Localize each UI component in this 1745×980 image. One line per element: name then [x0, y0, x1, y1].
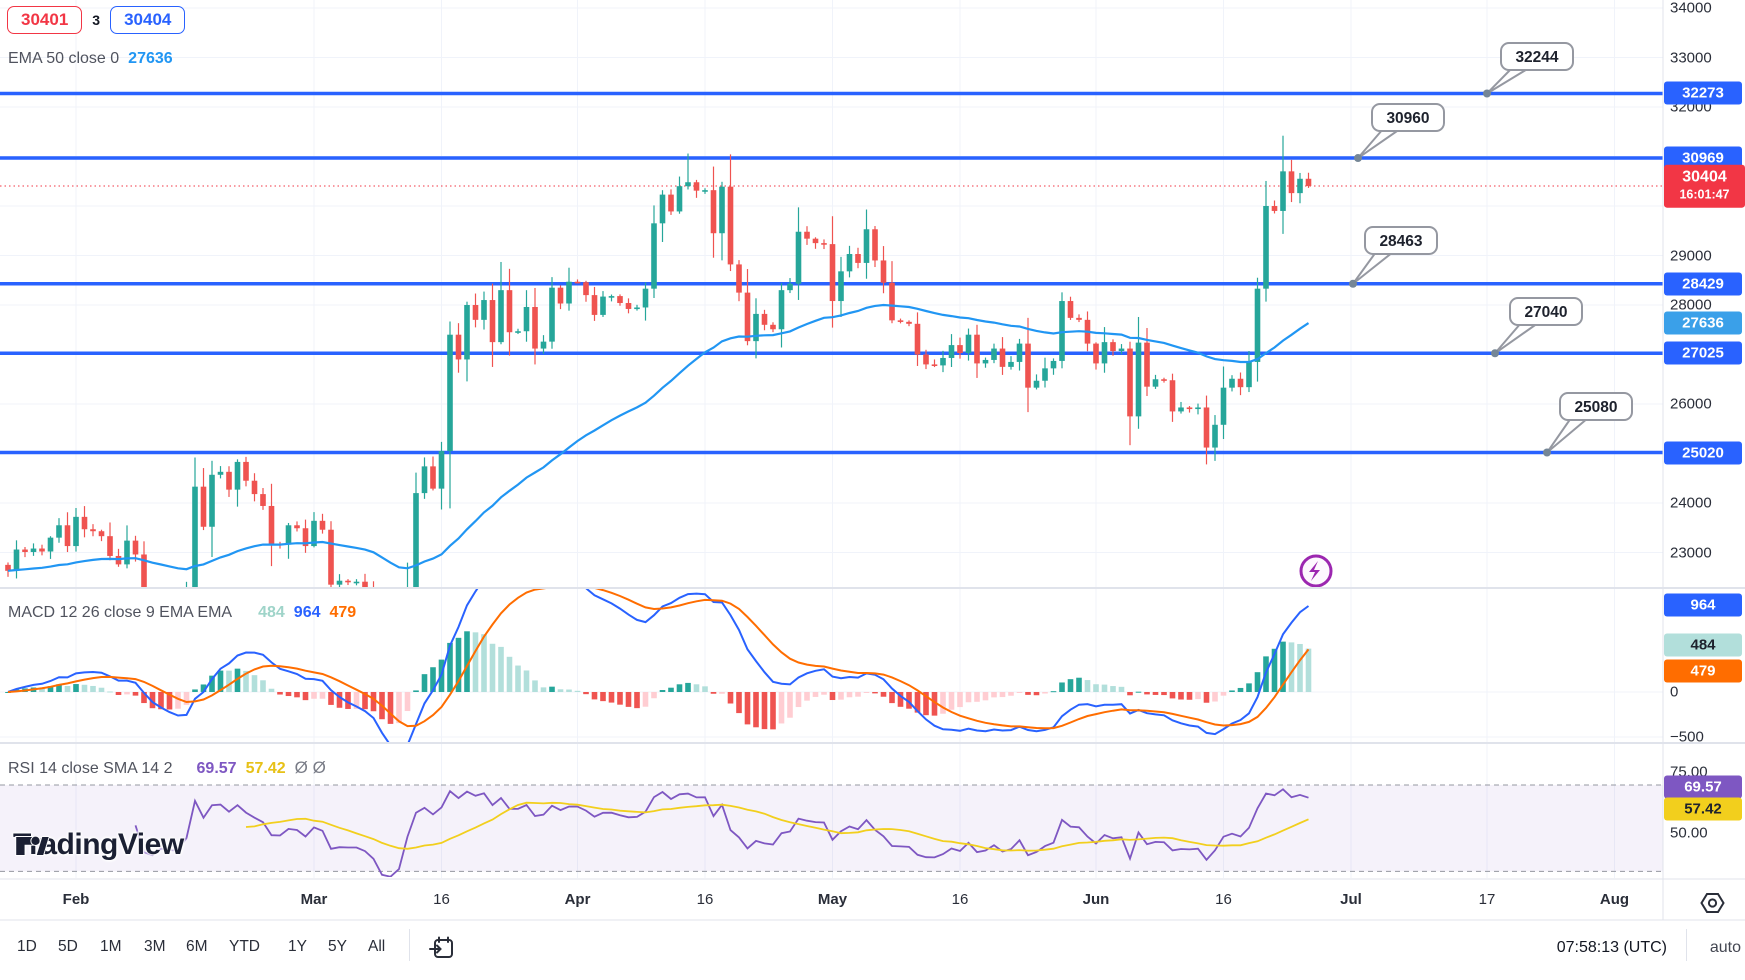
- level-price-label[interactable]: 27025: [1664, 341, 1742, 365]
- ema-legend[interactable]: EMA 50 close 0 27636: [8, 50, 173, 68]
- price-scale-label: 24000: [1670, 494, 1712, 512]
- toolbar-divider-right: [1686, 929, 1687, 961]
- time-tick-16[interactable]: 16: [696, 891, 714, 908]
- macd-hist-value: 484: [258, 604, 285, 621]
- rsi-value-label[interactable]: 69.57: [1664, 775, 1742, 799]
- price-alert-badge-red[interactable]: 30401: [7, 6, 83, 34]
- rsi-legend[interactable]: RSI 14 close SMA 14 2 69.57 57.42 Ø Ø: [8, 758, 326, 778]
- price-scale-label: 23000: [1670, 544, 1712, 561]
- range-button-1m[interactable]: 1M: [100, 938, 122, 955]
- macd-line: [7, 589, 1310, 742]
- time-tick-apr[interactable]: Apr: [564, 891, 591, 908]
- price-scale-label: 34000: [1670, 0, 1712, 17]
- time-tick-aug[interactable]: Aug: [1599, 891, 1630, 908]
- alert-badges: 30401 3 30404: [7, 6, 186, 34]
- level-price-label[interactable]: 28429: [1664, 272, 1742, 296]
- macd-zero-label: 0: [1670, 683, 1679, 701]
- range-button-5y[interactable]: 5Y: [328, 938, 347, 955]
- svg-text:27040: 27040: [1524, 304, 1567, 321]
- time-tick-16[interactable]: 16: [433, 891, 450, 908]
- macd-signal-value: 479: [329, 604, 357, 621]
- utc-clock[interactable]: 07:58:13 (UTC): [1556, 939, 1667, 956]
- time-tick-16[interactable]: 16: [1215, 891, 1232, 908]
- time-tick-may[interactable]: May: [817, 891, 848, 908]
- rsi-sma-label[interactable]: 57.42: [1664, 797, 1742, 821]
- level-price-label[interactable]: 32273: [1664, 81, 1742, 105]
- price-scale-label: 28000: [1670, 296, 1712, 314]
- macd-histogram: [5, 631, 1312, 730]
- range-button-all[interactable]: All: [368, 938, 386, 955]
- time-tick-feb[interactable]: Feb: [62, 891, 90, 908]
- ema50-line: [7, 303, 1310, 572]
- range-button-1d[interactable]: 1D: [17, 938, 37, 955]
- last-price-value: 30404: [1682, 168, 1727, 186]
- ema-price-label[interactable]: 27636: [1664, 311, 1742, 335]
- range-button-6m[interactable]: 6M: [186, 938, 208, 955]
- price-scale-label: 26000: [1670, 395, 1712, 413]
- level-price-label[interactable]: 30969: [1664, 146, 1742, 170]
- price-scale-label: 29000: [1670, 247, 1712, 264]
- price-alert-badge-blue[interactable]: 30404: [110, 6, 186, 34]
- rsi-legend-title: RSI 14 close SMA 14 2: [8, 760, 173, 777]
- signal-lightning-icon: [1299, 554, 1333, 588]
- candles: [5, 135, 1312, 587]
- time-tick-jul[interactable]: Jul: [1340, 891, 1362, 908]
- rsi-band: [0, 785, 1663, 872]
- alert-count: 3: [92, 12, 101, 28]
- svg-text:30960: 30960: [1386, 110, 1429, 127]
- scale-auto-toggle[interactable]: auto: [1709, 939, 1741, 956]
- time-tick-jun[interactable]: Jun: [1082, 891, 1110, 908]
- svg-text:32244: 32244: [1515, 49, 1558, 66]
- macd-legend-title: MACD 12 26 close 9 EMA EMA: [8, 604, 233, 621]
- range-button-5d[interactable]: 5D: [58, 938, 78, 955]
- rsi-empty-flags: Ø Ø: [294, 758, 326, 777]
- macd-neg-label: −500: [1670, 728, 1704, 746]
- macd-signal-line: [7, 589, 1310, 730]
- macd-legend[interactable]: MACD 12 26 close 9 EMA EMA 484 964 479: [8, 604, 356, 622]
- range-button-ytd[interactable]: YTD: [229, 938, 260, 955]
- time-tick-mar[interactable]: Mar: [300, 891, 328, 908]
- range-button-1y[interactable]: 1Y: [288, 938, 307, 955]
- ema-legend-title: EMA 50 close 0: [8, 50, 120, 67]
- tradingview-logo-icon: [15, 835, 49, 856]
- time-tick-16[interactable]: 16: [951, 891, 969, 908]
- rsi-sma-value: 57.42: [245, 760, 286, 777]
- macd-signal-label[interactable]: 479: [1664, 659, 1742, 683]
- go-to-date-calendar-icon[interactable]: [428, 934, 456, 962]
- last-price-label[interactable]: 30404 16:01:47: [1664, 164, 1745, 208]
- macd-line-label[interactable]: 964: [1664, 593, 1742, 617]
- svg-text:25080: 25080: [1574, 399, 1617, 416]
- svg-text:28463: 28463: [1379, 233, 1422, 250]
- range-button-3m[interactable]: 3M: [144, 938, 166, 955]
- level-callouts: 32244 30960 28463 27040 25080: [1349, 42, 1633, 457]
- tradingview-logo[interactable]: TradingView: [13, 828, 184, 862]
- bar-countdown: 16:01:47: [1679, 187, 1730, 202]
- rsi-lower-grid-label: 50.00: [1670, 824, 1708, 842]
- scale-settings-hexagon-icon[interactable]: [1699, 890, 1726, 916]
- rsi-value: 69.57: [196, 760, 237, 777]
- macd-line-value: 964: [293, 604, 321, 621]
- level-price-label[interactable]: 25020: [1664, 441, 1742, 464]
- price-scale-label: 33000: [1670, 49, 1712, 66]
- rsi-sma-line: [245, 801, 1309, 852]
- time-tick-17[interactable]: 17: [1478, 891, 1496, 908]
- toolbar-divider: [409, 929, 410, 961]
- macd-hist-label[interactable]: 484: [1664, 633, 1742, 657]
- ema-legend-value: 27636: [128, 50, 173, 67]
